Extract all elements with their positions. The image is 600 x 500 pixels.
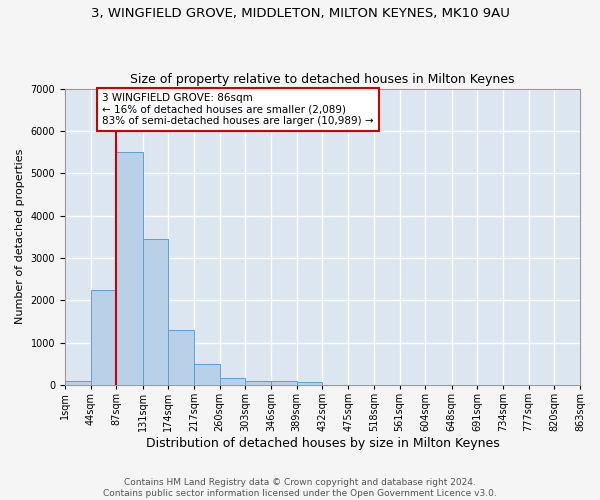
Bar: [168, 330, 194, 385]
Y-axis label: Number of detached properties: Number of detached properties: [15, 149, 25, 324]
X-axis label: Distribution of detached houses by size in Milton Keynes: Distribution of detached houses by size …: [146, 437, 499, 450]
Text: Contains HM Land Registry data © Crown copyright and database right 2024.
Contai: Contains HM Land Registry data © Crown c…: [103, 478, 497, 498]
Text: 3 WINGFIELD GROVE: 86sqm
← 16% of detached houses are smaller (2,089)
83% of sem: 3 WINGFIELD GROVE: 86sqm ← 16% of detach…: [102, 93, 374, 126]
Bar: [65, 381, 91, 385]
Bar: [194, 364, 220, 385]
Bar: [116, 152, 143, 385]
Title: Size of property relative to detached houses in Milton Keynes: Size of property relative to detached ho…: [130, 73, 515, 86]
Bar: [143, 239, 168, 385]
Bar: [297, 382, 322, 385]
Bar: [245, 381, 271, 385]
Bar: [91, 290, 116, 385]
Bar: [271, 381, 297, 385]
Bar: [220, 378, 245, 385]
Text: 3, WINGFIELD GROVE, MIDDLETON, MILTON KEYNES, MK10 9AU: 3, WINGFIELD GROVE, MIDDLETON, MILTON KE…: [91, 8, 509, 20]
